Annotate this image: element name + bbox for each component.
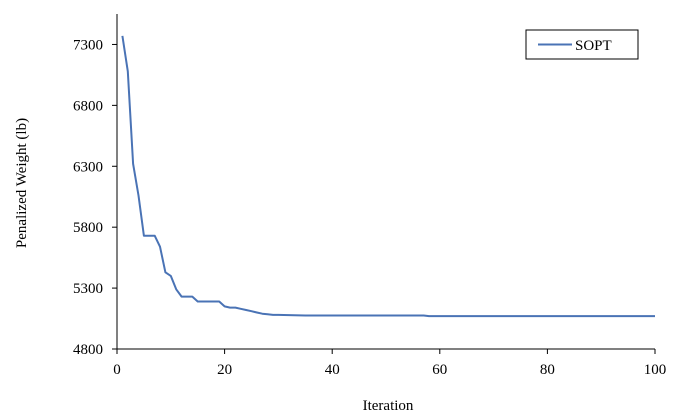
- series-layer: [121, 35, 655, 318]
- series-line-sopt: [121, 35, 655, 318]
- y-tick-label: 6300: [73, 159, 103, 175]
- x-tick-label: 0: [113, 362, 121, 378]
- y-tick-label: 4800: [73, 342, 103, 358]
- ticks: 0 20 40 60 80 100 4800 5300 5800 6300 6800 7300: [73, 37, 666, 378]
- x-tick-label: 40: [325, 362, 340, 378]
- y-tick-label: 6800: [73, 98, 103, 114]
- x-axis-title: Iteration: [363, 398, 414, 414]
- x-tick-label: 80: [540, 362, 555, 378]
- y-tick-label: 5300: [73, 281, 103, 297]
- y-tick-label: 7300: [73, 37, 103, 53]
- axes: [116, 14, 655, 350]
- legend-label-sopt: SOPT: [575, 38, 612, 54]
- legend: SOPT: [525, 29, 639, 60]
- x-tick-label: 100: [644, 362, 667, 378]
- x-tick-label: 60: [432, 362, 447, 378]
- x-tick-label: 20: [217, 362, 232, 378]
- y-tick-label: 5800: [73, 220, 103, 236]
- y-axis-title: Penalized Weight (lb): [14, 118, 30, 248]
